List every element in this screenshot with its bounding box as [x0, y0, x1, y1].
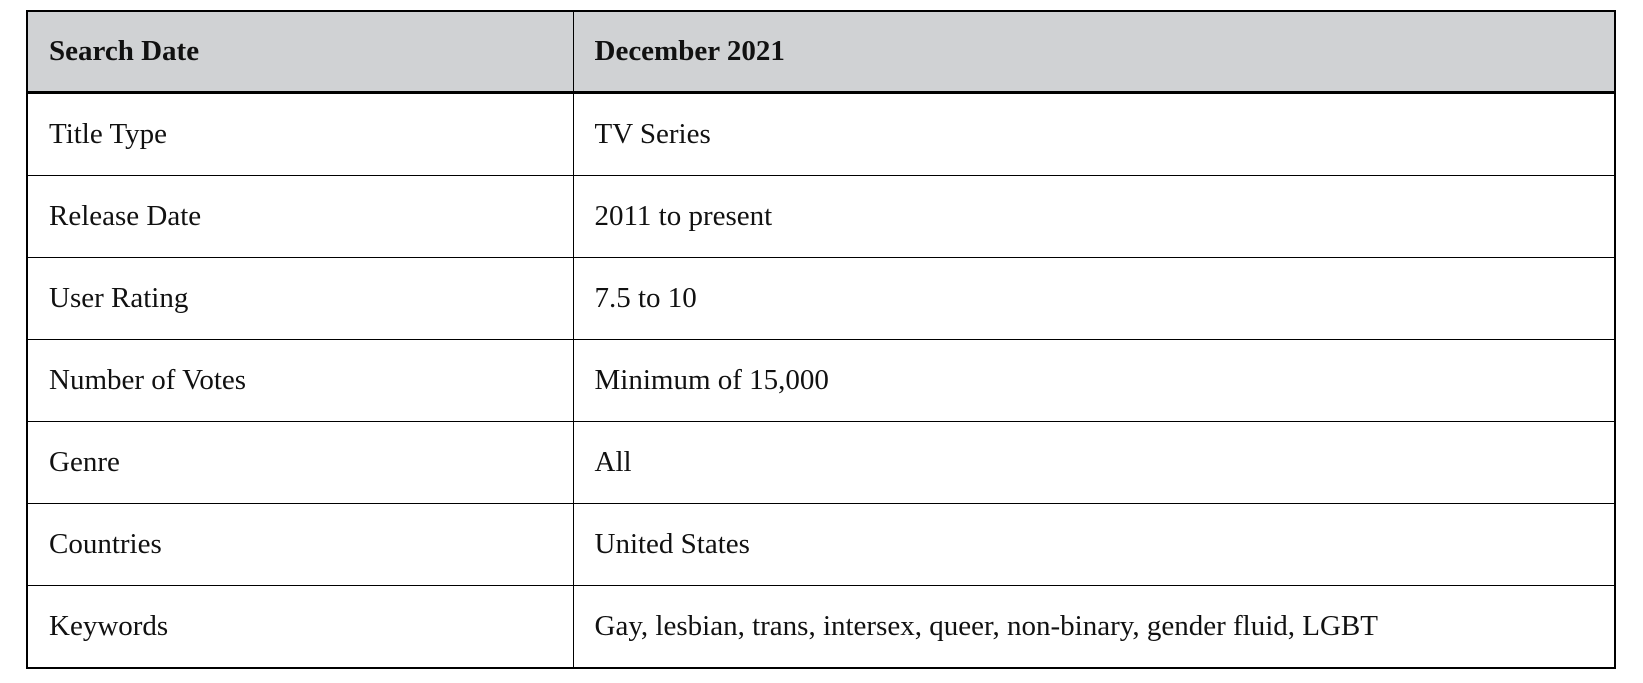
table-row: Keywords Gay, lesbian, trans, intersex, …: [26, 585, 1616, 669]
row-label: Title Type: [26, 92, 574, 176]
row-label: Genre: [26, 421, 574, 504]
row-label: Number of Votes: [26, 339, 574, 422]
row-value: United States: [572, 503, 1616, 586]
row-value: Gay, lesbian, trans, intersex, queer, no…: [572, 585, 1616, 669]
row-label: Countries: [26, 503, 574, 586]
table-row: Number of Votes Minimum of 15,000: [26, 339, 1616, 422]
table-row: Genre All: [26, 421, 1616, 504]
header-label-cell: Search Date: [26, 10, 574, 94]
row-label: Release Date: [26, 175, 574, 258]
row-label: User Rating: [26, 257, 574, 340]
row-value: TV Series: [572, 92, 1616, 176]
row-value: 7.5 to 10: [572, 257, 1616, 340]
row-value: Minimum of 15,000: [572, 339, 1616, 422]
row-value: 2011 to present: [572, 175, 1616, 258]
table-row: Countries United States: [26, 503, 1616, 586]
row-label: Keywords: [26, 585, 574, 669]
header-value-cell: December 2021: [572, 10, 1616, 94]
row-value: All: [572, 421, 1616, 504]
search-criteria-table: Search Date December 2021 Title Type TV …: [26, 10, 1616, 669]
table-row: Release Date 2011 to present: [26, 175, 1616, 258]
table-row: Title Type TV Series: [26, 92, 1616, 176]
table-header-row: Search Date December 2021: [26, 10, 1616, 94]
table-row: User Rating 7.5 to 10: [26, 257, 1616, 340]
